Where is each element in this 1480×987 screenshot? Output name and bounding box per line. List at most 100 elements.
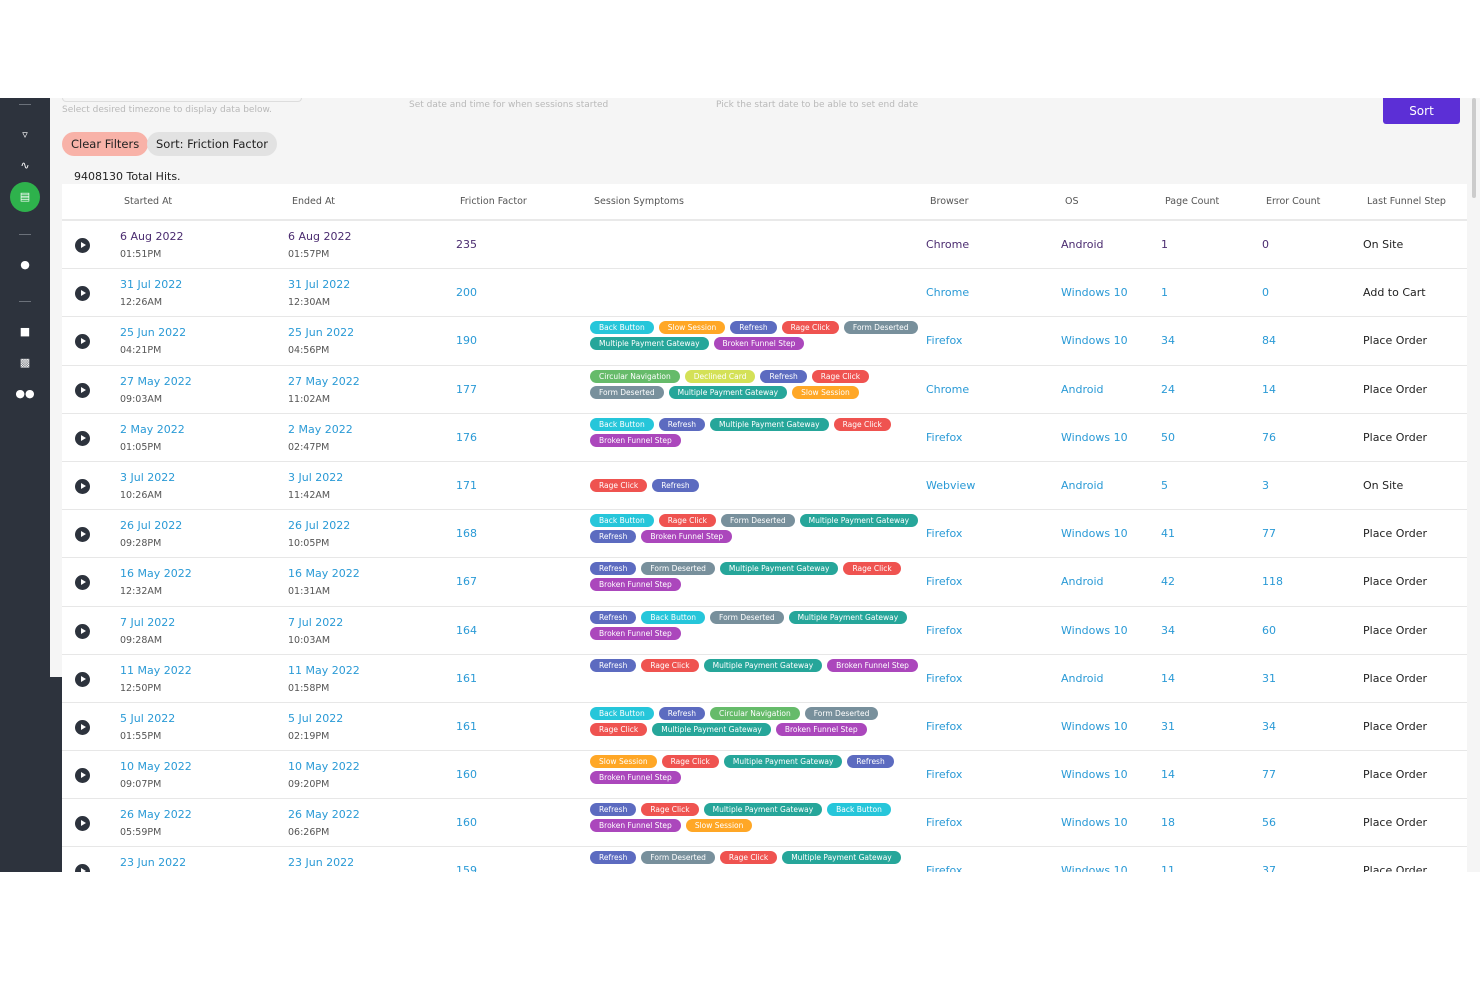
start-date[interactable]: 26 Jul 2022 (120, 519, 183, 533)
table-row[interactable]: 11 May 2022 12:50PM 11 May 2022 01:58PM 161 R… (62, 655, 1467, 703)
table-row[interactable]: 23 Jun 2022 23 Jun 2022 159 Refresh Form Des… (62, 847, 1467, 872)
symptom-tag[interactable]: Circular Navigation (710, 706, 800, 720)
table-icon[interactable]: ▤ (10, 182, 40, 212)
table-row[interactable]: 25 Jun 2022 04:21PM 25 Jun 2022 04:56PM 190 B… (62, 317, 1467, 366)
symptom-tag[interactable]: Refresh (847, 755, 894, 769)
end-date[interactable]: 7 Jul 2022 (288, 615, 344, 629)
symptom-tag[interactable]: Rage Click (661, 755, 719, 769)
table-row[interactable]: 5 Jul 2022 01:55PM 5 Jul 2022 02:19PM 161 Bac… (62, 703, 1467, 752)
symptom-tag[interactable]: Back Button (590, 417, 654, 431)
symptom-tag[interactable]: Multiple Payment Gateway (668, 385, 788, 399)
symptom-tag[interactable]: Multiple Payment Gateway (710, 417, 829, 431)
table-row[interactable]: 16 May 2022 12:32AM 16 May 2022 01:31AM 167 R… (62, 558, 1467, 607)
symptom-tag[interactable]: Rage Click (811, 369, 870, 383)
timezone-select[interactable] (62, 98, 302, 102)
symptom-tag[interactable]: Form Deserted (590, 385, 664, 399)
symptom-tag[interactable]: Refresh (590, 851, 637, 865)
symptom-tag[interactable]: Rage Click (781, 321, 839, 335)
play-icon[interactable] (75, 768, 90, 784)
briefcase-icon[interactable]: ■ (19, 325, 31, 338)
end-date[interactable]: 27 May 2022 (288, 374, 360, 388)
building-icon[interactable]: ▩ (19, 356, 31, 369)
symptom-tag[interactable]: Slow Session (792, 385, 859, 399)
symptom-tag[interactable]: Multiple Payment Gateway (723, 755, 843, 769)
play-icon[interactable] (75, 575, 90, 591)
symptom-tag[interactable]: Form Deserted (641, 562, 715, 576)
col-error-count[interactable]: Error Count (1266, 196, 1321, 207)
end-date[interactable]: 5 Jul 2022 (288, 711, 344, 725)
sort-chip[interactable]: Sort: Friction Factor (147, 132, 278, 156)
col-page-count[interactable]: Page Count (1165, 196, 1220, 207)
symptom-tag[interactable]: Slow Session (685, 819, 753, 833)
symptom-tag[interactable]: Multiple Payment Gateway (703, 658, 823, 672)
symptom-tag[interactable]: Rage Click (833, 417, 891, 431)
symptom-tag[interactable]: Broken Funnel Step (590, 771, 681, 785)
users-icon[interactable]: ●● (15, 387, 35, 400)
symptom-tag[interactable]: Refresh (590, 803, 637, 817)
end-date[interactable]: 2 May 2022 (288, 422, 353, 436)
clear-filters-button[interactable]: Clear Filters (62, 132, 149, 156)
symptom-tag[interactable]: Slow Session (658, 321, 726, 335)
play-icon[interactable] (75, 864, 90, 872)
symptom-tag[interactable]: Multiple Payment Gateway (788, 610, 908, 624)
symptom-tag[interactable]: Refresh (590, 530, 637, 544)
start-date[interactable]: 26 May 2022 (120, 808, 192, 822)
play-icon[interactable] (75, 623, 90, 639)
symptom-tag[interactable]: Broken Funnel Step (641, 530, 733, 544)
table-row[interactable]: 7 Jul 2022 09:28AM 7 Jul 2022 10:03AM 164 Ref… (62, 607, 1467, 655)
symptom-tag[interactable]: Broken Funnel Step (590, 578, 681, 592)
symptom-tag[interactable]: Refresh (658, 706, 706, 720)
symptom-tag[interactable]: Rage Click (590, 722, 648, 736)
end-date[interactable]: 3 Jul 2022 (288, 470, 344, 484)
play-icon[interactable] (75, 719, 90, 735)
end-date[interactable]: 16 May 2022 (288, 567, 360, 581)
symptom-tag[interactable]: Multiple Payment Gateway (703, 803, 823, 817)
start-date[interactable]: 6 Aug 2022 (120, 230, 184, 243)
col-browser[interactable]: Browser (930, 196, 969, 207)
symptom-tag[interactable]: Form Deserted (843, 321, 918, 335)
play-icon[interactable] (75, 334, 90, 350)
play-icon[interactable] (75, 816, 90, 832)
end-date[interactable]: 25 Jun 2022 (288, 326, 355, 340)
symptom-tag[interactable]: Form Deserted (721, 514, 795, 528)
symptom-tag[interactable]: Rage Click (719, 851, 778, 865)
symptom-tag[interactable]: Slow Session (590, 755, 657, 769)
start-date[interactable]: 7 Jul 2022 (120, 615, 176, 629)
play-icon[interactable] (75, 238, 90, 253)
symptom-tag[interactable]: Rage Click (590, 478, 648, 492)
symptom-tag[interactable]: Refresh (658, 417, 706, 431)
symptom-tag[interactable]: Back Button (590, 321, 654, 335)
symptom-tag[interactable]: Form Deserted (641, 851, 715, 865)
symptom-tag[interactable]: Multiple Payment Gateway (590, 337, 709, 351)
filter-icon[interactable]: ▿ (22, 128, 28, 141)
start-date[interactable]: 11 May 2022 (120, 663, 192, 677)
trend-icon[interactable]: ∿ (20, 159, 30, 172)
symptom-tag[interactable]: Form Deserted (804, 706, 879, 720)
col-friction-factor[interactable]: Friction Factor (460, 196, 527, 207)
scrollbar[interactable] (1472, 98, 1476, 198)
play-icon[interactable] (75, 430, 90, 446)
symptom-tag[interactable]: Refresh (590, 658, 637, 672)
col-session-symptoms[interactable]: Session Symptoms (594, 196, 684, 207)
symptom-tag[interactable]: Rage Click (641, 658, 699, 672)
table-row[interactable]: 2 May 2022 01:05PM 2 May 2022 02:47PM 176 Bac… (62, 414, 1467, 462)
end-date[interactable]: 31 Jul 2022 (288, 278, 351, 292)
symptom-tag[interactable]: Multiple Payment Gateway (799, 514, 919, 528)
symptom-tag[interactable]: Broken Funnel Step (775, 722, 867, 736)
start-date[interactable]: 16 May 2022 (120, 567, 192, 581)
symptom-tag[interactable]: Form Deserted (710, 610, 784, 624)
start-date[interactable]: 3 Jul 2022 (120, 470, 176, 484)
table-row[interactable]: 31 Jul 2022 12:26AM 31 Jul 2022 12:30AM 200 C… (62, 269, 1467, 318)
start-date[interactable]: 10 May 2022 (120, 760, 192, 774)
end-date[interactable]: 23 Jun 2022 (288, 856, 355, 870)
symptom-tag[interactable]: Back Button (827, 803, 891, 817)
symptom-tag[interactable]: Multiple Payment Gateway (782, 851, 901, 865)
end-date[interactable]: 26 Jul 2022 (288, 519, 351, 533)
start-date[interactable]: 2 May 2022 (120, 422, 185, 436)
end-date[interactable]: 11 May 2022 (288, 663, 360, 677)
play-icon[interactable] (75, 286, 90, 302)
symptom-tag[interactable]: Back Button (590, 706, 654, 720)
symptom-tag[interactable]: Broken Funnel Step (590, 433, 681, 447)
symptom-tag[interactable]: Declined Card (684, 369, 756, 383)
table-row[interactable]: 10 May 2022 09:07PM 10 May 2022 09:20PM 160 S… (62, 751, 1467, 800)
